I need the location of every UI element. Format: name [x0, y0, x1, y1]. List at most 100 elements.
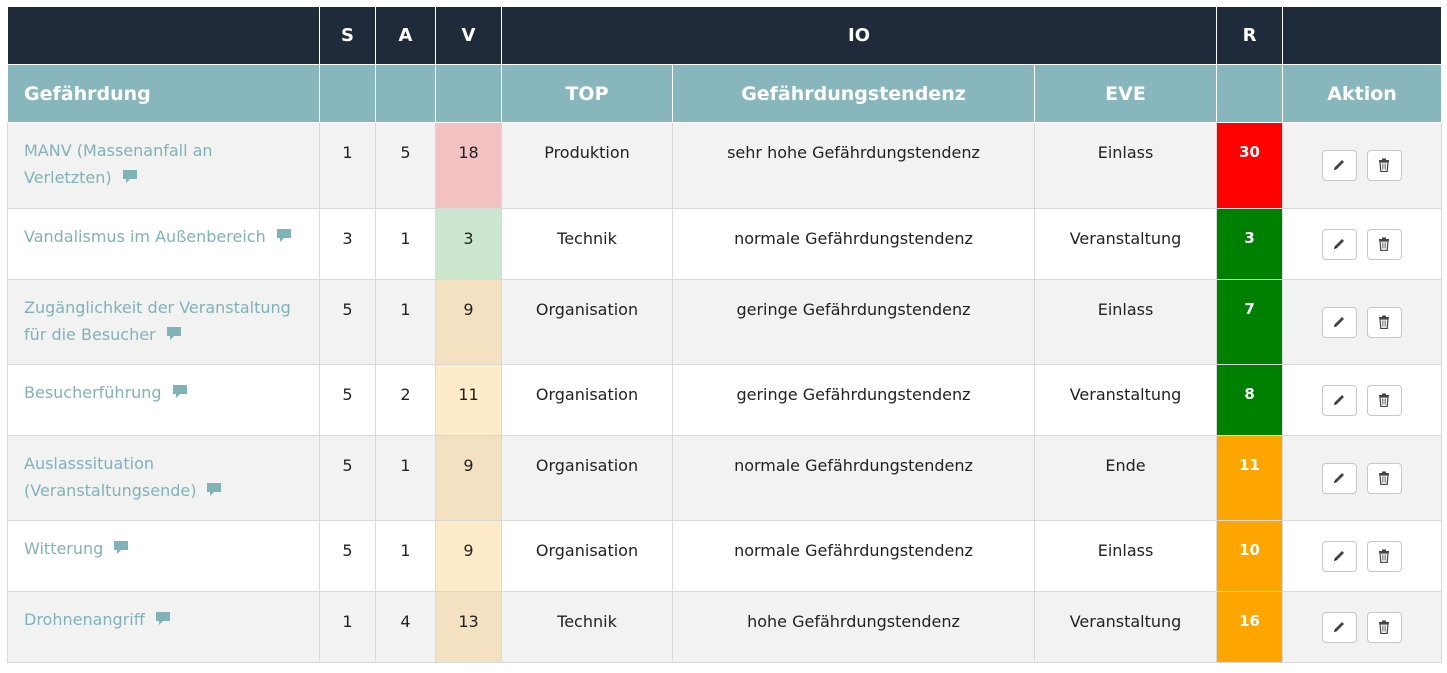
comment-icon[interactable] [172, 380, 188, 407]
table-row: Zugänglichkeit der Veranstaltung für die… [7, 279, 1443, 365]
v-value: 9 [435, 520, 502, 592]
s-value: 5 [319, 364, 376, 436]
header-r: R [1216, 6, 1284, 65]
hazard-link[interactable]: Auslasssituation (Veranstaltungsende) [24, 454, 197, 500]
a-value: 1 [375, 279, 436, 365]
s-value: 5 [319, 279, 376, 365]
tendency-value: sehr hohe Gefährdungstendenz [672, 122, 1035, 209]
risk-assessment-table: S A V IO R Gefährdung TOP Gefährdungsten… [7, 6, 1443, 663]
action-cell [1282, 520, 1443, 592]
tendency-value: hohe Gefährdungstendenz [672, 591, 1035, 663]
edit-button[interactable] [1322, 384, 1358, 416]
edit-button[interactable] [1322, 611, 1358, 643]
eve-value: Einlass [1033, 279, 1218, 365]
header-sub-r [1216, 64, 1284, 123]
r-value: 30 [1216, 122, 1284, 209]
top-value: Technik [501, 591, 673, 663]
hazard-cell: Drohnenangriff [7, 591, 320, 663]
header-action: Aktion [1282, 64, 1443, 123]
delete-button[interactable] [1367, 384, 1403, 416]
hazard-link[interactable]: Zugänglichkeit der Veranstaltung für die… [24, 298, 291, 344]
action-cell [1282, 208, 1443, 280]
comment-icon[interactable] [155, 607, 171, 634]
v-value: 3 [435, 208, 502, 280]
delete-button[interactable] [1367, 150, 1403, 181]
action-cell [1282, 279, 1443, 365]
comment-icon[interactable] [122, 165, 138, 192]
eve-value: Einlass [1033, 122, 1218, 209]
tendency-value: geringe Gefährdungstendenz [672, 364, 1035, 436]
a-value: 1 [375, 520, 436, 592]
hazard-cell: Vandalismus im Außenbereich [7, 208, 320, 280]
tendency-value: normale Gefährdungstendenz [672, 520, 1035, 592]
tendency-value: normale Gefährdungstendenz [672, 208, 1035, 280]
delete-button[interactable] [1367, 462, 1403, 494]
v-value: 9 [435, 279, 502, 365]
action-cell [1282, 435, 1443, 521]
table-row: Witterung 5 1 9 Organisation normale Gefährdu… [7, 520, 1443, 592]
edit-button[interactable] [1322, 306, 1358, 338]
s-value: 1 [319, 591, 376, 663]
comment-icon[interactable] [166, 322, 182, 349]
tendency-value: geringe Gefährdungstendenz [672, 279, 1035, 365]
action-cell [1282, 591, 1443, 663]
hazard-cell: MANV (Massenanfall an Verletzten) [7, 122, 320, 209]
header-blank [7, 6, 320, 65]
top-value: Organisation [501, 279, 673, 365]
delete-button[interactable] [1367, 611, 1403, 643]
tendency-value: normale Gefährdungstendenz [672, 435, 1035, 521]
table-row: MANV (Massenanfall an Verletzten) 1 5 18 Pro… [7, 122, 1443, 209]
header-row-sub: Gefährdung TOP Gefährdungstendenz EVE Ak… [7, 64, 1443, 123]
header-sub-a [375, 64, 436, 123]
s-value: 3 [319, 208, 376, 280]
hazard-link[interactable]: Vandalismus im Außenbereich [24, 227, 266, 246]
table-row: Vandalismus im Außenbereich 3 1 3 Technik nor… [7, 208, 1443, 280]
header-blank-right [1282, 6, 1443, 65]
edit-button[interactable] [1322, 540, 1358, 572]
header-sub-v [435, 64, 502, 123]
hazard-link[interactable]: Witterung [24, 539, 104, 558]
header-tendency: Gefährdungstendenz [672, 64, 1035, 123]
header-io: IO [500, 6, 1218, 65]
hazard-cell: Zugänglichkeit der Veranstaltung für die… [7, 279, 320, 365]
r-value: 3 [1216, 208, 1284, 280]
hazard-link[interactable]: MANV (Massenanfall an Verletzten) [24, 141, 213, 187]
s-value: 5 [319, 435, 376, 521]
eve-value: Veranstaltung [1033, 364, 1218, 436]
r-value: 8 [1216, 364, 1284, 436]
s-value: 1 [319, 122, 376, 209]
r-value: 10 [1216, 520, 1284, 592]
eve-value: Veranstaltung [1033, 208, 1218, 280]
edit-button[interactable] [1322, 150, 1358, 181]
a-value: 2 [375, 364, 436, 436]
header-top: TOP [501, 64, 673, 123]
table-row: Auslasssituation (Veranstaltungsende) 5 1 9… [7, 435, 1443, 521]
s-value: 5 [319, 520, 376, 592]
a-value: 1 [375, 208, 436, 280]
top-value: Organisation [501, 520, 673, 592]
hazard-link[interactable]: Drohnenangriff [24, 610, 145, 629]
header-row-top: S A V IO R [7, 6, 1443, 65]
action-cell [1282, 122, 1443, 209]
table-row: Drohnenangriff 1 4 13 Technik hohe Gefährdung… [7, 591, 1443, 663]
eve-value: Einlass [1033, 520, 1218, 592]
table-row: Besucherführung 5 2 11 Organisation geringe G… [7, 364, 1443, 436]
header-v: V [435, 6, 502, 65]
comment-icon[interactable] [206, 478, 222, 505]
top-value: Organisation [501, 435, 673, 521]
delete-button[interactable] [1367, 540, 1403, 572]
v-value: 9 [435, 435, 502, 521]
edit-button[interactable] [1322, 462, 1358, 494]
comment-icon[interactable] [113, 536, 129, 563]
v-value: 11 [435, 364, 502, 436]
eve-value: Ende [1033, 435, 1218, 521]
delete-button[interactable] [1367, 228, 1403, 260]
delete-button[interactable] [1367, 306, 1403, 338]
hazard-cell: Witterung [7, 520, 320, 592]
edit-button[interactable] [1322, 228, 1358, 260]
action-cell [1282, 364, 1443, 436]
comment-icon[interactable] [276, 224, 292, 251]
header-s: S [319, 6, 376, 65]
top-value: Technik [501, 208, 673, 280]
hazard-link[interactable]: Besucherführung [24, 383, 162, 402]
